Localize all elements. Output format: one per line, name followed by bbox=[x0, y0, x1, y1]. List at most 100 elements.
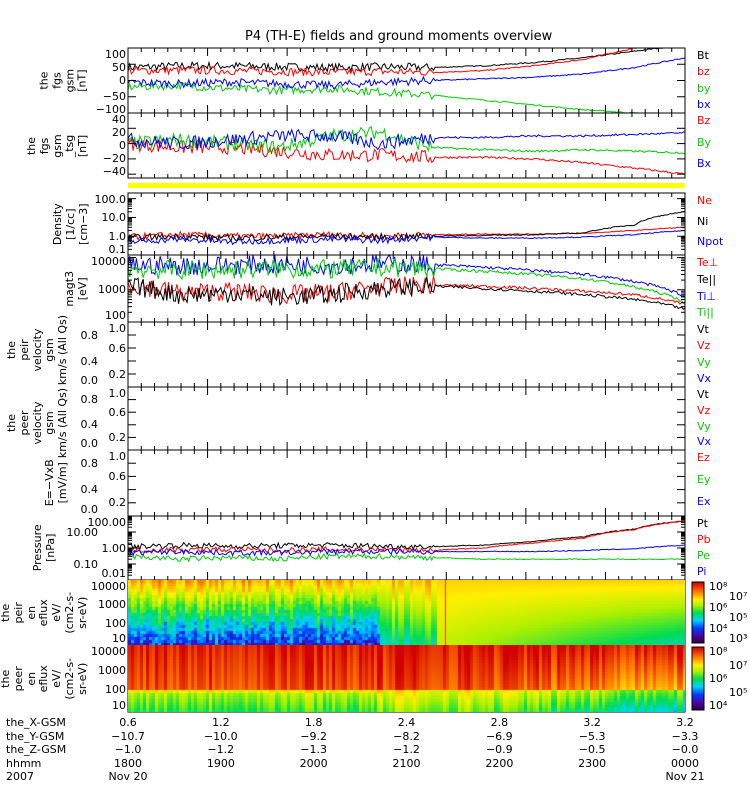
y-tick-label: 10.0 bbox=[101, 210, 127, 224]
series-bz-line bbox=[127, 136, 686, 175]
y-tick-label: 0.4 bbox=[80, 483, 99, 497]
series-pt-line bbox=[127, 520, 686, 551]
legend-pi: Pi bbox=[697, 565, 707, 578]
colorbar-label: 10⁸ bbox=[709, 645, 728, 658]
colorbar-label: 10⁶ bbox=[709, 672, 728, 685]
legend-vx: Vx bbox=[697, 371, 712, 385]
legend-ti: Ti⊥ bbox=[697, 289, 717, 303]
series-pi-line bbox=[127, 544, 686, 557]
y-tick-label: 0.0 bbox=[80, 503, 99, 516]
x-axis-value: 2300 bbox=[578, 756, 607, 770]
x-axis-value: 3.2 bbox=[583, 716, 601, 729]
x-axis-value: −9.2 bbox=[300, 729, 328, 743]
y-tick-label: 0 bbox=[119, 139, 126, 152]
x-axis-row-label: the_X-GSM bbox=[6, 716, 66, 729]
series-bx-line bbox=[127, 57, 686, 90]
x-axis-value: −10.7 bbox=[111, 729, 145, 743]
y-tick-label: 1000 bbox=[98, 597, 126, 611]
panel-4 bbox=[127, 254, 686, 323]
panel-6 bbox=[127, 386, 686, 451]
x-axis-value: 0000 bbox=[671, 756, 699, 770]
series-bz-line bbox=[127, 47, 685, 78]
y-tick-label: 40 bbox=[112, 113, 126, 126]
y-tick-label: 1000 bbox=[98, 663, 126, 677]
x-axis-value: 2200 bbox=[485, 756, 514, 770]
colorbar-label: 10⁶ bbox=[709, 600, 728, 614]
y-tick-label: 10 bbox=[112, 699, 126, 712]
x-axis-value: Nov 20 bbox=[108, 770, 148, 783]
y-tick-label: 0.8 bbox=[80, 393, 99, 407]
y-axis-label-line: peer bbox=[17, 410, 31, 436]
colorbar-label: 10⁷ bbox=[729, 590, 748, 604]
legend-vz: Vz bbox=[697, 403, 711, 417]
y-tick-label: 100 bbox=[105, 616, 126, 630]
y-tick-label: 0.2 bbox=[108, 367, 127, 381]
y-tick-label: 0.0 bbox=[80, 437, 99, 450]
colorbar bbox=[691, 646, 705, 711]
x-axis-value: 2000 bbox=[299, 756, 328, 770]
y-tick-label: 0.1 bbox=[108, 242, 127, 256]
x-axis-value: 1.2 bbox=[212, 716, 230, 729]
y-tick-label: −20 bbox=[102, 152, 126, 166]
panel-frame bbox=[127, 386, 686, 451]
legend-bx: Bx bbox=[697, 157, 712, 171]
spectrogram-electron bbox=[128, 645, 685, 712]
colorbar-label: 10⁴ bbox=[709, 621, 728, 635]
y-tick-label: −50 bbox=[102, 90, 126, 104]
legend-ey: Ey bbox=[697, 473, 711, 486]
y-tick-label: 1000 bbox=[98, 283, 126, 297]
y-tick-label: 10000 bbox=[91, 580, 126, 593]
y-tick-label: 1.00 bbox=[101, 541, 127, 555]
y-tick-label: 0.4 bbox=[80, 354, 99, 368]
yellow-status-bar bbox=[128, 183, 685, 188]
y-tick-label: 10 bbox=[112, 632, 126, 645]
x-axis-value: −3.3 bbox=[671, 729, 699, 743]
panel-3 bbox=[127, 192, 686, 256]
legend-bz: Bz bbox=[697, 114, 711, 127]
legend-ne: Ne bbox=[697, 194, 712, 207]
legend-vz: Vz bbox=[697, 339, 711, 353]
legend-bz: bz bbox=[697, 65, 710, 79]
y-tick-label: 100 bbox=[105, 309, 126, 322]
y-tick-label: 1.0 bbox=[108, 387, 127, 400]
y-tick-label: 10000 bbox=[91, 645, 126, 658]
colorbar-label: 10⁴ bbox=[709, 699, 728, 712]
x-axis-value: −0.5 bbox=[578, 743, 606, 756]
y-tick-label: 0.6 bbox=[108, 405, 127, 419]
x-axis-value: Nov 21 bbox=[665, 770, 705, 783]
x-axis-value: −0.0 bbox=[671, 743, 699, 756]
x-axis-value: 1.8 bbox=[304, 716, 323, 729]
y-tick-label: 100 bbox=[105, 683, 126, 697]
plot-title: P4 (TH-E) fields and ground moments over… bbox=[245, 29, 553, 44]
y-tick-label: 0 bbox=[119, 74, 126, 87]
series-bt-line bbox=[127, 47, 685, 74]
colorbar-label: 10⁵ bbox=[729, 685, 748, 699]
x-axis-value: −5.3 bbox=[578, 729, 606, 743]
legend-bt: Bt bbox=[697, 49, 709, 62]
legend-ti: Ti|| bbox=[697, 306, 714, 320]
series-te-line bbox=[127, 276, 686, 311]
series-npot-line bbox=[127, 229, 686, 246]
series-by-line bbox=[127, 125, 686, 155]
y-tick-label: 0.10 bbox=[73, 557, 99, 571]
legend-te: Te|| bbox=[697, 272, 717, 286]
x-axis-row-label: 2007 bbox=[6, 770, 34, 783]
legend-by: by bbox=[697, 81, 711, 95]
x-axis-row-label: hhmm bbox=[6, 756, 42, 770]
legend-vt: Vt bbox=[697, 388, 709, 401]
y-tick-label: 1.0 bbox=[108, 229, 127, 243]
y-axis-label-line: fgs bbox=[37, 137, 51, 154]
panel-8 bbox=[127, 515, 686, 581]
legend-ex: Ex bbox=[697, 495, 711, 508]
legend-vt: Vt bbox=[697, 323, 709, 336]
legend-ni: Ni bbox=[697, 214, 709, 228]
legend-pt: Pt bbox=[697, 517, 708, 530]
x-axis-row-label: the_Z-GSM bbox=[6, 743, 67, 756]
series-pb-line bbox=[127, 520, 686, 554]
y-tick-label: 10000 bbox=[91, 255, 126, 268]
panel-2 bbox=[127, 112, 686, 179]
y-tick-label: 0.0 bbox=[80, 374, 99, 387]
y-tick-label: −40 bbox=[102, 165, 126, 179]
x-axis-value: −1.2 bbox=[207, 743, 235, 756]
x-axis-value: 1800 bbox=[114, 756, 142, 770]
